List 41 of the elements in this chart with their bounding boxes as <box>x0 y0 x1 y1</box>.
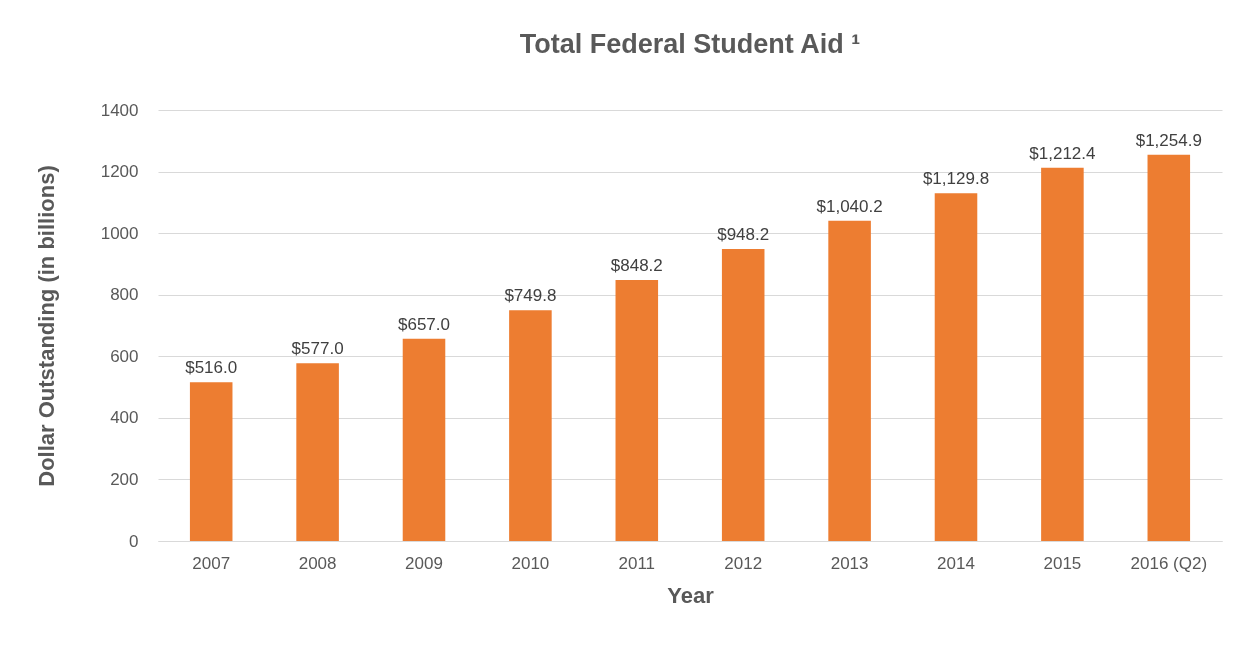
x-axis-title: Year <box>667 582 715 608</box>
y-axis-title: Dollar Outstanding (in billions) <box>33 165 59 487</box>
data-label: $577.0 <box>291 339 344 359</box>
x-tick-label: 2012 <box>724 553 763 573</box>
bar <box>934 193 978 541</box>
data-label: $657.0 <box>398 314 450 334</box>
x-tick-label: 2013 <box>830 553 869 573</box>
x-tick-label: 2010 <box>511 553 550 573</box>
x-tick-label: 2015 <box>1043 553 1082 573</box>
data-label: $848.2 <box>610 255 663 275</box>
bar <box>296 363 339 541</box>
y-tick-label: 1000 <box>100 223 139 243</box>
y-tick-label: 200 <box>110 469 139 489</box>
x-tick-label: 2007 <box>192 553 231 573</box>
bar <box>509 310 552 541</box>
data-label: $1,040.2 <box>816 196 883 216</box>
y-tick-label: 1200 <box>100 162 139 182</box>
data-label: $1,212.4 <box>1029 143 1096 163</box>
data-label: $1,254.9 <box>1135 130 1202 150</box>
data-label: $749.8 <box>504 286 557 306</box>
bar <box>402 338 446 541</box>
y-tick-label: 400 <box>110 408 139 428</box>
bar <box>828 220 871 541</box>
bar <box>615 279 659 541</box>
y-tick-label: 1400 <box>100 100 139 120</box>
bar <box>1041 167 1084 541</box>
x-tick-label: 2008 <box>298 553 337 573</box>
data-label: $948.2 <box>717 225 770 245</box>
y-tick-label: 0 <box>129 531 139 551</box>
bar <box>1147 154 1191 541</box>
x-tick-label: 2009 <box>405 553 443 573</box>
x-tick-label: 2011 <box>618 553 656 573</box>
data-label: $516.0 <box>185 358 238 378</box>
bar <box>721 249 765 541</box>
data-label: $1,129.8 <box>922 169 990 189</box>
bar <box>189 382 233 541</box>
x-tick-label: 2014 <box>937 553 975 573</box>
chart-title: Total Federal Student Aid ¹ <box>519 29 861 59</box>
y-tick-label: 800 <box>110 285 139 305</box>
x-tick-label: 2016 (Q2) <box>1130 553 1208 573</box>
y-tick-label: 600 <box>110 346 139 366</box>
